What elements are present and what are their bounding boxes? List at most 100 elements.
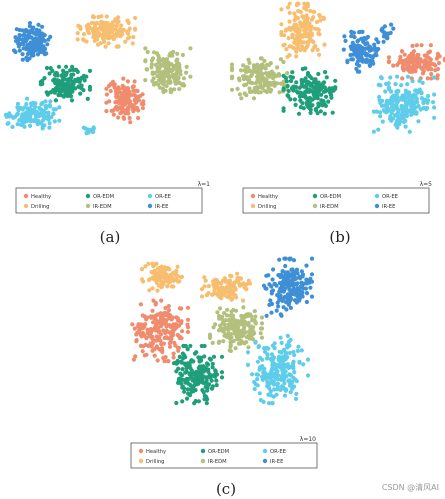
point-ir-ee	[363, 53, 369, 58]
legend-marker-drilling	[23, 203, 29, 209]
point-healthy	[148, 341, 153, 346]
point-ir-edm	[251, 325, 256, 330]
point-ir-ee	[25, 42, 30, 48]
point-ir-ee	[364, 58, 369, 63]
point-healthy	[164, 324, 169, 329]
point-ir-edm	[247, 336, 252, 341]
point-or-ee	[411, 106, 416, 111]
point-ir-ee	[349, 57, 354, 62]
point-or-ee	[287, 350, 292, 356]
point-or-ee	[263, 370, 268, 376]
point-ir-ee	[24, 55, 29, 60]
point-healthy	[415, 52, 420, 57]
point-or-edm	[188, 382, 193, 387]
point-ir-ee	[19, 41, 24, 46]
point-or-edm	[330, 86, 335, 91]
point-or-ee	[20, 112, 25, 117]
point-ir-ee	[308, 285, 313, 290]
point-or-ee	[18, 105, 23, 110]
point-ir-edm	[144, 67, 149, 72]
point-or-edm	[324, 94, 329, 99]
point-ir-ee	[355, 39, 360, 44]
point-healthy	[157, 320, 162, 325]
point-ir-ee	[293, 276, 298, 281]
point-drilling	[286, 36, 291, 41]
point-or-ee	[294, 391, 299, 396]
point-ir-ee	[298, 284, 303, 289]
point-drilling	[316, 27, 321, 32]
point-or-edm	[71, 67, 76, 72]
point-healthy	[154, 338, 159, 343]
point-ir-ee	[274, 308, 279, 313]
point-healthy	[159, 348, 164, 353]
point-ir-ee	[13, 35, 18, 40]
point-drilling	[309, 38, 314, 43]
point-or-edm	[310, 89, 315, 94]
scatter-plot-a	[3, 14, 193, 136]
point-or-edm	[180, 367, 185, 372]
point-or-ee	[255, 383, 260, 388]
point-or-edm	[300, 101, 305, 106]
point-or-ee	[419, 91, 424, 96]
point-or-edm	[194, 375, 199, 381]
caption-a: (a)	[100, 228, 121, 246]
point-drilling	[89, 20, 95, 25]
point-or-edm	[79, 83, 84, 88]
point-or-ee	[267, 401, 272, 406]
point-ir-edm	[247, 86, 252, 91]
point-ir-ee	[363, 42, 368, 47]
point-ir-ee	[358, 29, 363, 34]
point-or-edm	[210, 361, 215, 366]
point-or-ee	[380, 119, 385, 124]
point-ir-ee	[31, 51, 36, 56]
legend-label-ir-ee: IR-EE	[270, 459, 283, 465]
point-healthy	[149, 315, 154, 320]
point-ir-edm	[239, 96, 244, 101]
point-or-edm	[316, 71, 321, 77]
point-healthy	[147, 330, 152, 336]
point-drilling	[107, 26, 112, 31]
point-ir-ee	[389, 22, 394, 27]
point-ir-ee	[292, 282, 297, 288]
point-ir-edm	[246, 320, 251, 325]
point-ir-edm	[217, 316, 222, 321]
point-or-ee	[377, 94, 382, 100]
point-ir-ee	[381, 39, 386, 44]
point-ir-ee	[33, 48, 39, 53]
legend-marker-or-edm	[85, 193, 91, 199]
point-or-ee	[282, 365, 287, 370]
point-ir-ee	[354, 66, 359, 71]
point-or-ee	[410, 98, 415, 103]
point-drilling	[294, 54, 299, 59]
point-or-ee	[376, 127, 381, 132]
point-or-ee	[25, 106, 30, 111]
point-ir-ee	[354, 61, 359, 67]
point-drilling	[160, 280, 165, 285]
point-ir-ee	[283, 263, 288, 269]
point-or-edm	[292, 97, 297, 102]
point-drilling	[127, 35, 132, 40]
point-ir-ee	[278, 312, 283, 317]
point-or-ee	[270, 401, 275, 406]
point-healthy	[185, 325, 191, 330]
point-healthy	[104, 100, 109, 105]
point-drilling	[171, 284, 176, 289]
point-ir-ee	[282, 282, 288, 287]
point-or-edm	[318, 83, 324, 88]
point-ir-ee	[281, 305, 286, 310]
point-healthy	[166, 304, 171, 309]
point-or-ee	[275, 369, 280, 374]
point-ir-edm	[278, 57, 283, 62]
point-healthy	[400, 66, 406, 71]
point-or-ee	[390, 98, 395, 103]
point-or-ee	[37, 114, 42, 119]
point-or-ee	[7, 111, 12, 116]
point-or-ee	[57, 118, 62, 123]
point-or-edm	[307, 106, 312, 111]
point-or-edm	[68, 68, 73, 73]
point-ir-ee	[363, 36, 368, 42]
point-ir-edm	[259, 56, 264, 61]
point-drilling	[223, 288, 228, 293]
point-or-ee	[386, 86, 391, 91]
point-drilling	[160, 270, 165, 275]
